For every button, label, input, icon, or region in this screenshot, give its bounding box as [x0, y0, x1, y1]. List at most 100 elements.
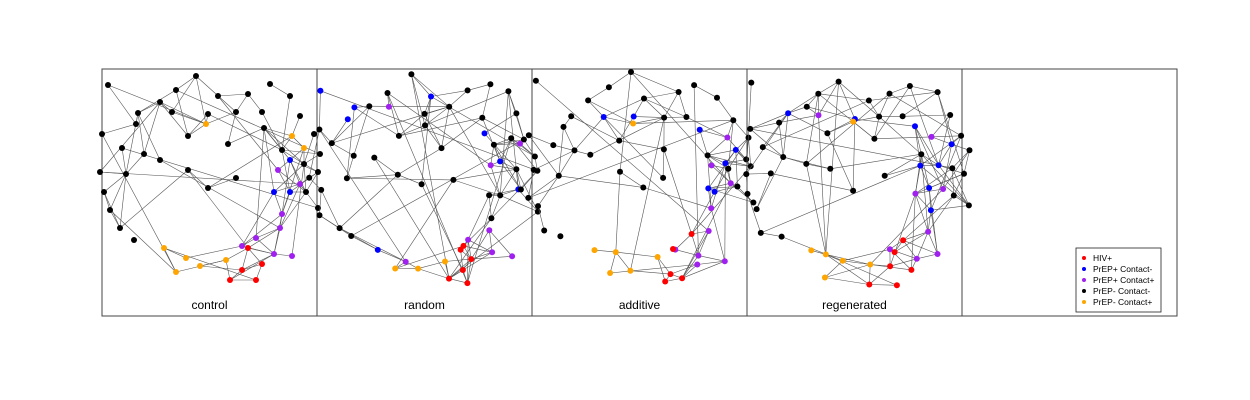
node — [328, 140, 335, 147]
edge — [103, 173, 127, 193]
edge — [137, 101, 161, 114]
edge — [489, 189, 519, 196]
edge — [281, 147, 305, 215]
edge — [303, 153, 321, 165]
edge — [397, 147, 442, 175]
edge — [374, 157, 450, 279]
edge — [916, 231, 929, 259]
nodes — [306, 71, 541, 287]
node — [948, 141, 955, 148]
network-random — [306, 71, 541, 287]
node — [446, 275, 452, 282]
edge — [187, 169, 249, 249]
node — [708, 162, 715, 169]
node — [850, 187, 857, 194]
edge — [109, 173, 127, 211]
edge — [424, 96, 432, 115]
node — [640, 184, 647, 191]
node — [747, 163, 754, 170]
node — [530, 166, 537, 173]
node — [306, 174, 313, 181]
edge — [952, 168, 955, 196]
edge — [500, 189, 519, 196]
node — [253, 235, 259, 241]
edge — [387, 92, 491, 166]
node — [908, 266, 915, 273]
node — [253, 277, 259, 283]
edge — [711, 165, 731, 184]
edge — [241, 213, 283, 247]
node — [965, 202, 972, 209]
edge — [874, 136, 932, 140]
node — [918, 151, 925, 158]
edge — [398, 117, 483, 137]
edge — [187, 113, 209, 137]
edge — [663, 149, 692, 235]
edge — [662, 149, 665, 178]
node — [233, 175, 239, 181]
edge — [277, 169, 307, 193]
edge — [707, 137, 728, 156]
edge — [175, 75, 197, 91]
edge — [927, 210, 932, 232]
edge — [824, 264, 871, 278]
edge — [818, 81, 839, 116]
edge — [263, 127, 275, 193]
node — [513, 166, 520, 173]
edge — [493, 139, 524, 145]
edge — [930, 205, 969, 211]
node — [827, 165, 834, 172]
edge — [107, 84, 137, 125]
edge — [824, 260, 843, 278]
edge — [421, 184, 464, 271]
node — [803, 160, 810, 167]
node — [961, 170, 967, 177]
edge — [825, 254, 870, 285]
edge — [914, 126, 944, 190]
edge — [346, 174, 398, 179]
edge — [528, 134, 554, 146]
edge — [463, 245, 493, 253]
edge — [263, 127, 283, 151]
edge — [707, 155, 712, 209]
edge — [119, 173, 127, 229]
edge — [273, 163, 305, 193]
node — [727, 180, 734, 187]
edge — [489, 230, 513, 257]
node — [185, 133, 191, 139]
node — [261, 125, 267, 131]
edge — [225, 259, 231, 281]
edge — [902, 240, 938, 255]
node — [486, 192, 493, 199]
node — [695, 252, 702, 259]
edge — [928, 173, 965, 189]
edge — [594, 249, 616, 253]
edge — [467, 259, 472, 284]
legend-entry-prep-pos-contact-neg: PrEP+ Contact- — [1082, 264, 1152, 274]
node — [778, 233, 785, 240]
edge — [441, 106, 450, 149]
edge — [921, 153, 970, 206]
edge — [760, 232, 782, 237]
edge — [448, 258, 472, 279]
edge — [931, 114, 951, 138]
node — [667, 271, 674, 278]
edge — [281, 149, 321, 155]
node — [688, 231, 695, 237]
edge — [630, 71, 679, 93]
edge — [247, 227, 281, 249]
node — [940, 186, 947, 192]
node — [679, 275, 686, 282]
edge — [319, 90, 321, 130]
node — [384, 90, 391, 96]
edge — [279, 191, 307, 229]
node — [385, 103, 392, 110]
edge — [163, 247, 177, 273]
edge — [824, 277, 870, 285]
edge — [467, 239, 469, 284]
edge — [915, 167, 953, 194]
node — [99, 131, 105, 137]
edge — [449, 90, 468, 107]
node — [753, 206, 760, 213]
edge — [281, 149, 305, 165]
